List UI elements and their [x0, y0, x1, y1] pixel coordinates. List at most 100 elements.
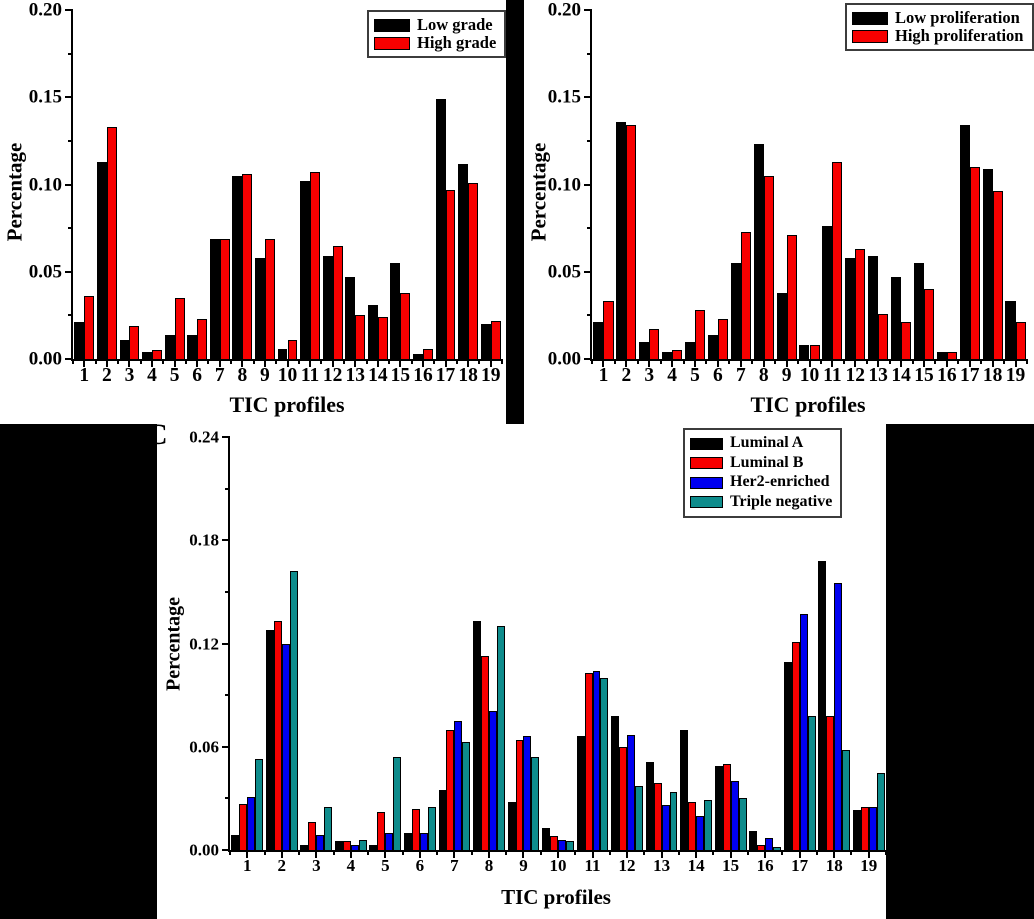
x-major-tick	[1014, 359, 1017, 367]
y-tick-label: 0.10	[547, 174, 581, 195]
x-major-tick	[418, 850, 421, 858]
x-minor-tick	[470, 850, 473, 855]
plot-area-subtype: 0.00 0.06 0.12 0.18 0.24 1 2 3 4 5 6 7 8 9 10 11 12 13 14 1…	[189, 429, 886, 874]
y-minor-tick	[587, 314, 592, 317]
x-tick-label: 4	[346, 856, 356, 875]
legend-label: Luminal B	[730, 453, 804, 471]
bar-high-proliferation-profile-16	[946, 352, 957, 359]
x-minor-tick	[298, 850, 301, 855]
x-tick-label: 6	[415, 856, 425, 875]
bar-her2-enriched-profile-8	[488, 710, 497, 850]
bar-luminal-a-profile-7	[438, 789, 447, 850]
y-major-tick	[222, 642, 230, 645]
x-minor-tick	[774, 359, 777, 364]
x-minor-tick	[320, 359, 323, 364]
bar-triple-negative-profile-12	[634, 786, 643, 850]
x-major-tick	[354, 359, 357, 367]
x-major-tick	[522, 850, 525, 858]
bar-her2-enriched-profile-19	[868, 806, 877, 850]
x-major-tick	[716, 359, 719, 367]
bar-luminal-b-profile-1	[239, 803, 248, 850]
legend-entry: Triple negative	[690, 493, 832, 511]
legend-label: Her2-enriched	[730, 473, 830, 491]
bar-luminal-a-profile-14	[680, 729, 689, 850]
y-minor-tick	[68, 227, 73, 230]
bar-low-grade-profile-18	[458, 163, 469, 359]
x-tick-label: 5	[169, 365, 180, 386]
legend-swatch-her2-enriched	[690, 476, 723, 489]
x-major-tick	[785, 359, 788, 367]
bar-luminal-b-profile-18	[826, 715, 835, 850]
x-tick-label: 13	[653, 856, 671, 875]
legend-label: High grade	[417, 33, 497, 53]
y-major-tick	[65, 183, 73, 186]
x-minor-tick	[365, 359, 368, 364]
bar-luminal-a-profile-8	[473, 621, 481, 850]
x-axis-title: TIC profiles	[750, 392, 866, 417]
bar-her2-enriched-profile-17	[799, 614, 808, 850]
bar-high-proliferation-profile-13	[878, 313, 889, 359]
y-minor-tick	[68, 52, 73, 55]
x-major-tick	[625, 359, 628, 367]
bar-low-grade-profile-1	[74, 322, 85, 359]
bar-her2-enriched-profile-3	[316, 834, 325, 850]
legend-entry: High proliferation	[852, 26, 1024, 46]
x-minor-tick	[797, 359, 800, 364]
x-minor-tick	[410, 359, 413, 364]
bar-low-grade-profile-4	[142, 352, 152, 359]
x-minor-tick	[1003, 359, 1006, 364]
y-major-tick	[222, 539, 230, 542]
bar-luminal-a-profile-13	[645, 762, 654, 850]
x-minor-tick	[682, 359, 685, 364]
x-tick-label: 19	[480, 365, 501, 386]
bar-luminal-b-profile-9	[515, 739, 524, 850]
x-major-tick	[128, 359, 131, 367]
bar-luminal-a-profile-19	[852, 810, 861, 850]
bar-high-proliferation-profile-7	[740, 231, 751, 359]
x-tick-label: 13	[868, 365, 888, 386]
x-major-tick	[376, 359, 379, 367]
legend-swatch-luminal-a	[690, 437, 723, 450]
y-tick-label: 0.24	[189, 427, 219, 447]
y-major-tick	[584, 9, 592, 11]
bar-triple-negative-profile-17	[807, 715, 816, 850]
x-tick-label: 18	[982, 365, 1003, 386]
x-major-tick	[968, 359, 971, 367]
y-major-tick	[65, 96, 73, 99]
y-axis-title: Percentage	[2, 142, 27, 242]
x-minor-tick	[574, 850, 577, 855]
x-major-tick	[349, 850, 352, 858]
bar-low-proliferation-profile-4	[662, 352, 673, 359]
bar-low-grade-profile-12	[322, 256, 333, 359]
y-tick-label: 0.15	[28, 86, 62, 108]
y-tick-label: 0.05	[547, 261, 581, 283]
x-tick-label: 11	[584, 856, 601, 875]
bar-low-grade-profile-16	[413, 353, 423, 359]
bar-triple-negative-profile-11	[600, 677, 609, 850]
y-major-tick	[222, 436, 230, 438]
bar-triple-negative-profile-19	[876, 772, 885, 850]
x-minor-tick	[728, 359, 731, 364]
bar-luminal-b-profile-16	[757, 844, 766, 850]
bar-luminal-b-profile-3	[308, 822, 317, 850]
bar-her2-enriched-profile-13	[661, 805, 670, 850]
legend-swatch-high-proliferation	[852, 29, 888, 43]
y-major-tick	[65, 270, 73, 273]
bar-high-grade-profile-16	[422, 348, 433, 359]
legend-label: High proliferation	[895, 26, 1024, 46]
bar-luminal-b-profile-15	[722, 763, 731, 850]
x-major-tick	[798, 850, 801, 858]
bar-triple-negative-profile-1	[255, 758, 264, 850]
y-minor-tick	[225, 694, 230, 697]
x-minor-tick	[911, 359, 914, 364]
bar-high-proliferation-profile-15	[923, 289, 935, 359]
x-major-tick	[263, 359, 266, 367]
y-tick-label: 0.18	[189, 530, 219, 550]
x-tick-label: 16	[756, 856, 774, 875]
bar-her2-enriched-profile-7	[454, 720, 463, 850]
bar-luminal-a-profile-11	[576, 736, 585, 850]
x-major-tick	[421, 359, 424, 367]
legend-label: Low proliferation	[895, 8, 1020, 28]
bar-low-proliferation-profile-15	[913, 263, 924, 359]
